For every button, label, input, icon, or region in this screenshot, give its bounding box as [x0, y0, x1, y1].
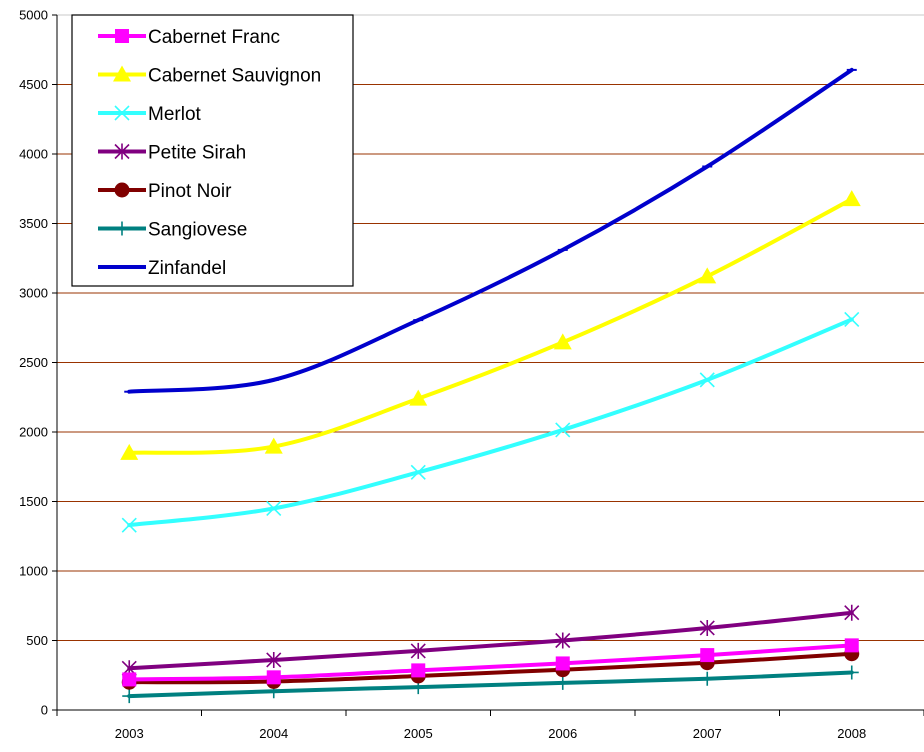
x-tick-label: 2003: [115, 726, 144, 741]
legend-swatch-marker: [114, 143, 130, 160]
legend-label: Pinot Noir: [148, 181, 232, 202]
axes: 0 500 1000 1500 2000 2500 3000 3500 4000 4500 5000…: [19, 8, 924, 741]
legend-item: Sangiovese: [98, 220, 247, 241]
y-tick-label: 2000: [19, 425, 48, 440]
data-point-marker: [410, 642, 426, 659]
legend-label: Petite Sirah: [148, 143, 246, 164]
y-tick-label: 1000: [19, 564, 48, 579]
x-tick-label: 2008: [837, 726, 866, 741]
series-line: [127, 651, 854, 685]
data-point-marker: [409, 389, 428, 406]
x-tick-label: 2006: [548, 726, 577, 741]
series-line: [127, 67, 854, 394]
data-point-marker: [844, 665, 859, 680]
series-zinfandel: [124, 67, 857, 394]
data-point-marker: [411, 663, 426, 678]
data-point-marker: [555, 422, 571, 438]
x-tick-label: 2005: [404, 726, 433, 741]
legend-item: Petite Sirah: [98, 143, 246, 164]
legend-swatch-marker: [115, 29, 129, 43]
data-point-marker: [555, 656, 570, 671]
series-line: [127, 317, 854, 528]
series-line: [127, 197, 854, 455]
series-lines: [120, 67, 861, 704]
y-tick-label: 1500: [19, 494, 48, 509]
legend-item: Pinot Noir: [98, 181, 232, 202]
y-tick-label: 3500: [19, 216, 48, 231]
legend-label: Merlot: [148, 104, 202, 125]
legend-item: Zinfandel: [98, 258, 226, 279]
legend-label: Sangiovese: [148, 220, 247, 241]
y-tick-label: 3000: [19, 286, 48, 301]
data-point-marker: [410, 464, 426, 480]
y-tick-label: 500: [26, 633, 48, 648]
data-point-marker: [266, 651, 282, 668]
data-point-marker: [699, 372, 715, 388]
legend-swatch-marker: [114, 105, 130, 121]
legend-item: Cabernet Sauvignon: [98, 65, 321, 87]
legend-label: Cabernet Sauvignon: [148, 66, 321, 87]
data-point-marker: [264, 437, 283, 454]
series-petite-sirah: [121, 604, 860, 677]
data-point-marker: [700, 648, 715, 663]
y-tick-label: 0: [41, 703, 48, 718]
data-point-marker: [266, 500, 282, 517]
series-cabernet-sauvignon: [120, 190, 861, 460]
data-point-marker: [844, 638, 859, 653]
legend-swatch-marker: [113, 65, 131, 82]
series-line: [127, 643, 854, 682]
x-tick-label: 2004: [259, 726, 288, 741]
series-cabernet-franc: [122, 638, 859, 687]
data-point-marker: [266, 670, 281, 685]
data-point-marker: [700, 671, 715, 686]
y-tick-label: 4500: [19, 77, 48, 92]
y-tick-label: 4000: [19, 147, 48, 162]
y-tick-label: 5000: [19, 8, 48, 23]
y-tick-label: 2500: [19, 355, 48, 370]
series-line: [127, 670, 854, 699]
x-tick-label: 2007: [693, 726, 722, 741]
data-point-marker: [699, 619, 715, 636]
data-point-marker: [842, 190, 861, 207]
series-merlot: [121, 311, 860, 533]
data-point-marker: [844, 311, 860, 327]
series-line: [127, 610, 854, 671]
data-point-marker: [121, 517, 137, 533]
data-point-marker: [555, 675, 570, 690]
data-point-marker: [698, 267, 717, 284]
legend-item: Merlot: [98, 104, 202, 125]
data-point-marker: [844, 604, 860, 621]
data-point-marker: [120, 443, 139, 460]
legend-label: Zinfandel: [148, 258, 226, 279]
data-point-marker: [555, 632, 571, 649]
legend-swatch-marker: [115, 221, 129, 236]
data-point-marker: [122, 672, 137, 687]
data-point-marker: [553, 333, 572, 350]
legend-swatch-marker: [114, 182, 130, 198]
data-point-marker: [122, 689, 137, 704]
legend-item: Cabernet Franc: [98, 27, 280, 48]
legend-label: Cabernet Franc: [148, 27, 280, 48]
legend: Cabernet Franc Cabernet Sauvignon Merlot Pe…: [71, 14, 354, 287]
